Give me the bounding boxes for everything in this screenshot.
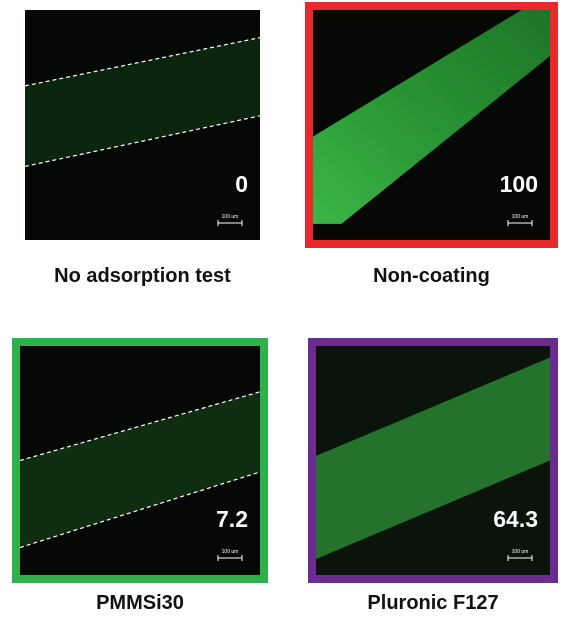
panel: 64.3 100 um Pluronic F127 [308, 338, 558, 614]
panel: 7.2 100 um PMMSi30 [12, 338, 268, 614]
figure: 0 100 um No adsorption test 100 100 um Non-co… [0, 0, 562, 618]
intensity-value: 0 [235, 171, 248, 197]
intensity-value: 7.2 [216, 506, 248, 532]
panel: 0 100 um No adsorption test [25, 10, 260, 287]
panel-label: No adsorption test [54, 265, 231, 287]
intensity-value: 64.3 [493, 506, 538, 532]
panel: 100 100 um Non-coating [305, 2, 558, 287]
scale-bar-label: 100 um [512, 214, 529, 220]
scale-bar-label: 100 um [222, 214, 239, 220]
intensity-value: 100 [500, 171, 538, 197]
panel-label: PMMSi30 [96, 592, 184, 614]
scale-bar-label: 100 um [512, 549, 529, 555]
scale-bar-label: 100 um [222, 549, 239, 555]
panel-label: Non-coating [373, 265, 490, 287]
panel-label: Pluronic F127 [367, 592, 498, 614]
